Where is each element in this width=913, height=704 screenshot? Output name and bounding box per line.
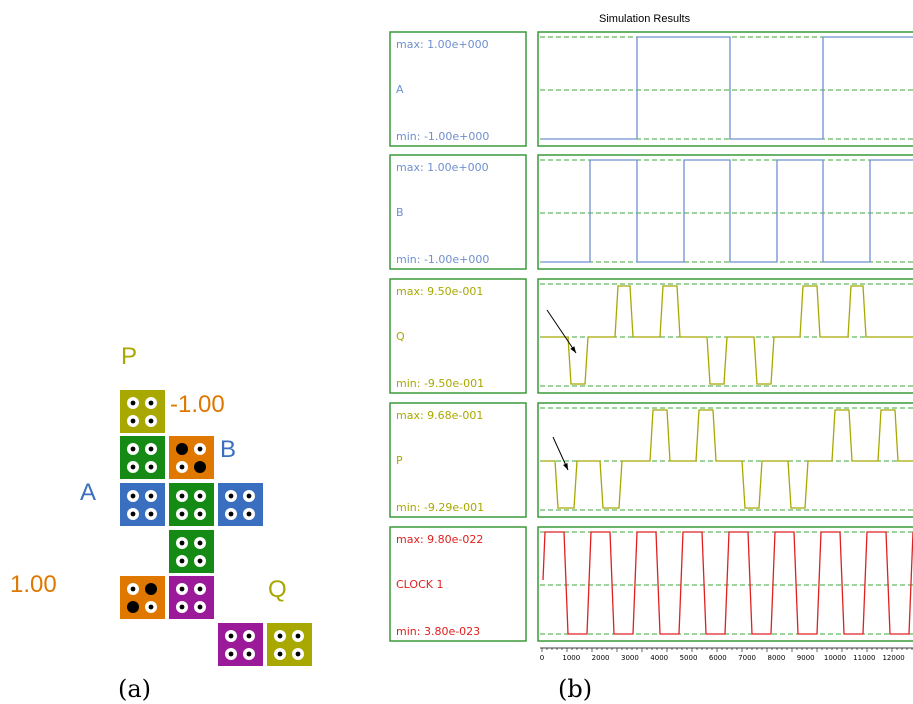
arrow-icon [552,436,569,471]
plot-box [537,402,913,518]
plot-box [537,278,913,394]
tick-label: 7000 [738,654,756,662]
min-label: min: -1.00e+000 [396,253,489,266]
tile-blue-a [120,483,165,526]
waveform [542,409,913,509]
signal-label: CLOCK 1 [396,578,443,591]
sim-title: Simulation Results [599,13,691,25]
plot-box [537,31,913,147]
tile-orange-b [169,436,214,479]
min-label: min: -9.29e-001 [396,501,484,514]
max-label: max: 1.00e+000 [396,38,489,51]
tick-label: 3000 [621,654,639,662]
tick-label: 12000 [882,654,904,662]
max-label: max: 1.00e+000 [396,161,489,174]
waveform [542,36,913,140]
max-label: max: 9.80e-022 [396,533,483,546]
waveform [542,285,913,385]
tick-label: 8000 [767,654,785,662]
plot-box [537,154,913,270]
signal-label: B [396,206,404,219]
info-box [389,402,527,518]
info-box [389,31,527,147]
label-p: P [121,343,137,370]
signal-label: Q [396,330,405,343]
panel-clock-1: max: 9.80e-022 CLOCK 1 min: 3.80e-023 [389,526,913,642]
time-axis: 0 1000 2000 3000 4000 5000 6000 7000 8000 9000 100… [540,647,913,662]
black-dot [127,601,139,613]
min-label: min: 3.80e-023 [396,625,480,638]
black-dot [145,583,157,595]
tick-label: 11000 [853,654,875,662]
tile-purple-1 [169,576,214,619]
waveform [542,531,913,635]
tick-label: 9000 [797,654,815,662]
tile-orange-1 [120,576,165,619]
signal-label: A [396,83,404,96]
label-a: A [80,479,96,506]
tile-p [120,390,165,433]
info-box [389,526,527,642]
tile-q [267,623,312,666]
tick-label: 1000 [562,654,580,662]
waveform [542,159,913,263]
tick-label: 5000 [680,654,698,662]
caption-a: (a) [118,675,151,703]
tile-green-2 [169,483,214,526]
signal-label: P [396,454,403,467]
tick-label: 0 [540,654,544,662]
tile-blue-b [218,483,263,526]
tick-label: 6000 [709,654,727,662]
caption-b: (b) [558,675,592,703]
label-q: Q [268,576,287,603]
min-label: min: -9.50e-001 [396,377,484,390]
tick-label: 10000 [824,654,846,662]
tile-green-1 [120,436,165,479]
arrow-icon [546,309,577,354]
tile-purple-2 [218,623,263,666]
tile-diagram: P -1.00 B A 1.00 Q [10,343,312,666]
min-label: min: -1.00e+000 [396,130,489,143]
max-label: max: 9.50e-001 [396,285,483,298]
black-dot [176,443,188,455]
info-box [389,278,527,394]
black-dot [194,461,206,473]
tile-green-3 [169,530,214,573]
max-label: max: 9.68e-001 [396,409,483,422]
label-pos-one: 1.00 [10,571,57,598]
tick-label: 4000 [650,654,668,662]
label-b: B [220,436,236,463]
info-box [389,154,527,270]
label-neg-one: -1.00 [170,391,225,418]
tick-label: 2000 [592,654,610,662]
